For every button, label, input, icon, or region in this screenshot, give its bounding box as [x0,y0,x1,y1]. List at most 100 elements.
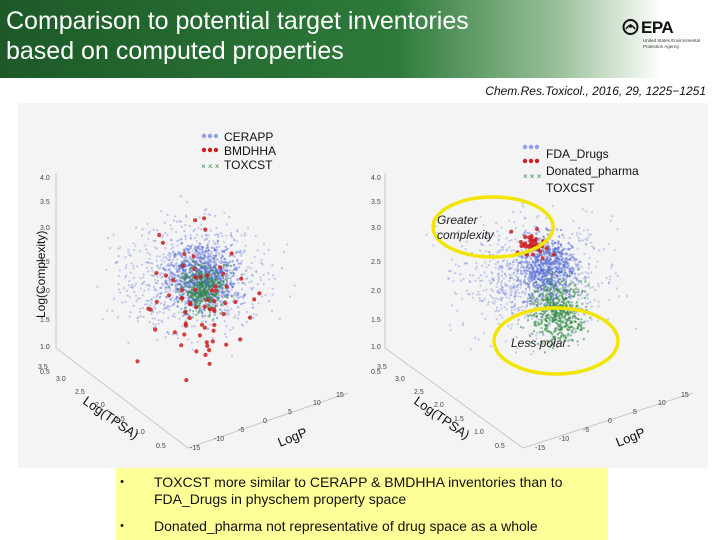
fda-drugs-point [485,288,488,291]
cerapp-point [152,296,155,299]
title-line-1: Comparison to potential target inventori… [6,7,469,35]
fda-drugs-point [516,347,519,350]
cerapp-point [196,319,199,322]
fda-drugs-point [548,259,551,263]
fda-drugs-point [522,224,525,227]
cerapp-point [215,251,218,254]
cerapp-point [217,268,220,271]
cerapp-point [182,314,185,317]
toxcst-point [568,274,571,277]
cerapp-point [237,296,240,299]
toxcst-point [579,280,583,283]
cerapp-point [233,292,236,295]
toxcst-point [556,345,559,349]
cerapp-point [172,219,176,222]
left-z-axis-label: Log(Complexity) [34,231,48,318]
fda-drugs-point [491,289,494,292]
right-legend-label-3: TOXCST [546,181,595,195]
fda-drugs-point [515,351,518,354]
fda-drugs-point [521,291,524,294]
cerapp-point [185,215,188,218]
fda-drugs-point [529,263,532,266]
toxcst-point [534,311,538,315]
cerapp-point [239,254,242,257]
fda-drugs-point [512,305,516,308]
fda-drugs-point [477,338,480,341]
cerapp-point [217,277,220,280]
fda-drugs-point [521,305,524,308]
cerapp-point [180,307,183,311]
cerapp-point [176,265,179,268]
toxcst-point [207,287,210,290]
fda-drugs-point [576,247,579,250]
fda-drugs-point [524,217,527,220]
toxcst-point [582,321,586,324]
toxcst-point [197,311,200,315]
toxcst-point [558,294,562,297]
fda-drugs-point [531,292,535,295]
cerapp-point [165,281,168,284]
fda-drugs-point [519,281,522,284]
cerapp-point [267,300,270,303]
fda-drugs-point [556,267,559,270]
cerapp-point [139,250,142,253]
cerapp-point [139,310,142,313]
fda-drugs-point [539,259,542,262]
toxcst-point [540,302,543,305]
fda-drugs-point [475,265,478,268]
cerapp-point [241,282,244,285]
cerapp-point [235,250,239,254]
bmdhha-point [194,349,199,354]
fda-drugs-point [492,297,495,300]
cerapp-point [242,281,245,284]
fda-drugs-point [582,239,585,242]
cerapp-point [220,250,224,253]
cerapp-point [216,249,219,252]
fda-drugs-point [528,293,531,296]
fda-drugs-point [572,256,575,259]
cerapp-point [233,282,236,286]
toxcst-point [573,290,576,294]
cerapp-point [229,281,233,284]
fda-drugs-point [516,270,519,273]
cerapp-point [109,247,112,250]
cerapp-point [229,231,232,234]
fda-drugs-point [516,286,519,289]
cerapp-point [186,201,189,204]
fda-drugs-point [519,279,522,282]
cerapp-point [145,266,149,269]
fda-drugs-point [541,264,545,267]
cerapp-point [185,256,188,259]
toxcst-point [538,331,541,334]
cerapp-point [128,279,131,283]
bmdhha-point [184,378,189,383]
cerapp-point [177,239,180,242]
fda-drugs-point [589,286,592,289]
cerapp-point [184,256,187,259]
fda-drugs-point [504,293,507,296]
cerapp-point [173,299,176,302]
epa-flower-icon [622,19,639,35]
toxcst-point [201,285,205,288]
cerapp-point [223,257,226,260]
cerapp-point [183,229,186,233]
fda-drugs-point [500,303,503,306]
fda-drugs-point [514,292,517,295]
fda-drugs-point [511,260,515,264]
fda-drugs-point [483,271,486,274]
cerapp-point [154,281,157,284]
fda-drugs-point [514,289,517,292]
cerapp-point [169,224,172,227]
cerapp-point [234,295,238,298]
fda-drugs-point [508,267,511,270]
fda-drugs-point [573,268,576,271]
cerapp-point [124,300,127,303]
fda-drugs-point [499,248,502,251]
fda-drugs-point [586,228,589,232]
toxcst-point [569,325,573,329]
toxcst-point [554,312,558,315]
cerapp-point [158,255,162,258]
svg-text:0: 0 [608,418,612,425]
cerapp-point [152,239,155,242]
cerapp-point [243,250,246,253]
